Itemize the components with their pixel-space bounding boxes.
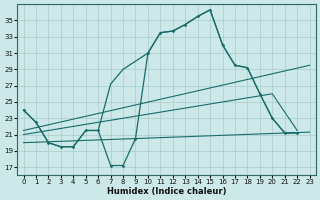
X-axis label: Humidex (Indice chaleur): Humidex (Indice chaleur) bbox=[107, 187, 226, 196]
